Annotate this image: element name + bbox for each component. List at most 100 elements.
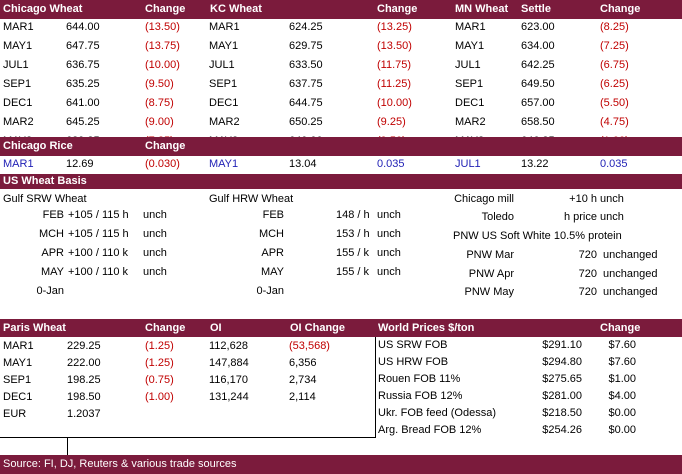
mn-price: 658.50 bbox=[521, 116, 555, 128]
world-change: $0.00 bbox=[608, 407, 636, 419]
rice-header-band bbox=[0, 137, 682, 156]
rice-price: 13.04 bbox=[289, 158, 317, 170]
basis-header: US Wheat Basis bbox=[3, 175, 87, 187]
kc-month: SEP1 bbox=[209, 78, 238, 90]
rice-change: (0.030) bbox=[145, 158, 180, 170]
mn-change: (8.25) bbox=[600, 21, 629, 33]
chicago-month: JUL1 bbox=[3, 59, 29, 71]
chicago-price: 644.00 bbox=[66, 21, 100, 33]
rice-change: 0.035 bbox=[600, 158, 628, 170]
hrw-change: unch bbox=[377, 228, 401, 240]
rice-month: MAY1 bbox=[209, 158, 239, 170]
kc-price: 629.75 bbox=[289, 40, 323, 52]
mn-price: 649.50 bbox=[521, 78, 555, 90]
paris-month: SEP1 bbox=[3, 374, 32, 386]
paris-month: DEC1 bbox=[3, 391, 33, 403]
hrw-change: unch bbox=[377, 266, 401, 278]
mn-price: 634.00 bbox=[521, 40, 555, 52]
mn-change: (4.75) bbox=[600, 116, 629, 128]
paris-wheat-header: Paris Wheat bbox=[3, 322, 66, 334]
mn-change: (6.25) bbox=[600, 78, 629, 90]
kc-month: MAY1 bbox=[209, 40, 239, 52]
kc-month: MAR1 bbox=[209, 21, 240, 33]
srw-basis: +100 / 110 k bbox=[68, 266, 129, 278]
mill-basis: h price bbox=[563, 211, 597, 223]
mill-location: PNW Mar bbox=[466, 249, 514, 261]
srw-month: FEB bbox=[42, 209, 64, 221]
mill-basis: 720 bbox=[578, 286, 597, 298]
world-price: $218.50 bbox=[542, 407, 582, 419]
hrw-month: 0-Jan bbox=[256, 285, 284, 297]
hrw-month: FEB bbox=[262, 209, 284, 221]
mn-change-header: Change bbox=[600, 3, 641, 15]
srw-change: unch bbox=[143, 228, 167, 240]
paris-price: 229.25 bbox=[67, 340, 101, 352]
gulf-srw-title: Gulf SRW Wheat bbox=[3, 193, 87, 205]
world-change-header: Change bbox=[600, 322, 641, 334]
hrw-month: MAY bbox=[260, 266, 284, 278]
kc-price: 650.25 bbox=[289, 116, 323, 128]
rice-change: 0.035 bbox=[377, 158, 405, 170]
mn-price: 623.00 bbox=[521, 21, 555, 33]
kc-change: (13.25) bbox=[377, 21, 412, 33]
kc-price: 644.75 bbox=[289, 97, 323, 109]
hrw-change: unch bbox=[377, 247, 401, 259]
world-origin: US HRW FOB bbox=[378, 356, 449, 368]
mill-basis: +10 h bbox=[569, 193, 597, 205]
srw-change: unch bbox=[143, 209, 167, 221]
hrw-month: APR bbox=[261, 247, 284, 259]
world-price: $275.65 bbox=[542, 373, 582, 385]
chicago-change: (13.50) bbox=[145, 21, 180, 33]
hrw-basis: 155 / k bbox=[336, 266, 370, 278]
rice-price: 13.22 bbox=[521, 158, 549, 170]
srw-month: MCH bbox=[38, 228, 64, 240]
mn-month: MAY1 bbox=[455, 40, 485, 52]
chicago-rice-header: Chicago Rice bbox=[3, 140, 73, 152]
srw-basis: +105 / 115 h bbox=[68, 209, 129, 221]
chicago-change-header: Change bbox=[145, 3, 186, 15]
chicago-month: MAY1 bbox=[3, 40, 33, 52]
world-price: $294.80 bbox=[542, 356, 582, 368]
mill-location: Toledo bbox=[481, 211, 514, 223]
mill-change: unchanged bbox=[603, 249, 658, 261]
chicago-change: (8.75) bbox=[145, 97, 174, 109]
paris-month: MAR1 bbox=[3, 340, 34, 352]
hrw-basis: 153 / h bbox=[336, 228, 370, 240]
mill-change: unchanged bbox=[603, 268, 658, 280]
kc-change: (11.75) bbox=[377, 59, 412, 71]
paris-price: 222.00 bbox=[67, 357, 101, 369]
world-change: $1.00 bbox=[608, 373, 636, 385]
kc-change: (11.25) bbox=[377, 78, 412, 90]
pnw-soft-white-label: PNW US Soft White 10.5% protein bbox=[453, 230, 622, 242]
paris-price: 198.25 bbox=[67, 374, 101, 386]
rice-change-header: Change bbox=[145, 140, 186, 152]
paris-oi-change: 6,356 bbox=[289, 357, 317, 369]
srw-month: APR bbox=[41, 247, 64, 259]
paris-oi-change-header: OI Change bbox=[290, 322, 346, 334]
chicago-month: DEC1 bbox=[3, 97, 33, 109]
world-price: $291.10 bbox=[542, 339, 582, 351]
hrw-basis: 148 / h bbox=[336, 209, 370, 221]
mill-basis: 720 bbox=[578, 249, 597, 261]
chicago-change: (10.00) bbox=[145, 59, 180, 71]
world-change: $0.00 bbox=[608, 424, 636, 436]
chicago-price: 647.75 bbox=[66, 40, 100, 52]
paris-change: (1.00) bbox=[145, 391, 174, 403]
paris-header-band bbox=[0, 319, 682, 337]
world-origin: Arg. Bread FOB 12% bbox=[378, 424, 482, 436]
basis-header-band bbox=[0, 174, 682, 189]
srw-change: unch bbox=[143, 247, 167, 259]
chicago-month: SEP1 bbox=[3, 78, 32, 90]
chicago-change: (9.50) bbox=[145, 78, 174, 90]
mill-change: unch bbox=[600, 193, 624, 205]
paris-oi-header: OI bbox=[210, 322, 222, 334]
mill-change: unch bbox=[600, 211, 624, 223]
hrw-month: MCH bbox=[258, 228, 284, 240]
srw-basis: +105 / 115 h bbox=[68, 228, 129, 240]
kc-month: JUL1 bbox=[209, 59, 235, 71]
kc-change: (10.00) bbox=[377, 97, 412, 109]
paris-price: 1.2037 bbox=[67, 408, 101, 420]
chicago-price: 635.25 bbox=[66, 78, 100, 90]
mill-change: unchanged bbox=[603, 286, 658, 298]
mn-change: (7.25) bbox=[600, 40, 629, 52]
